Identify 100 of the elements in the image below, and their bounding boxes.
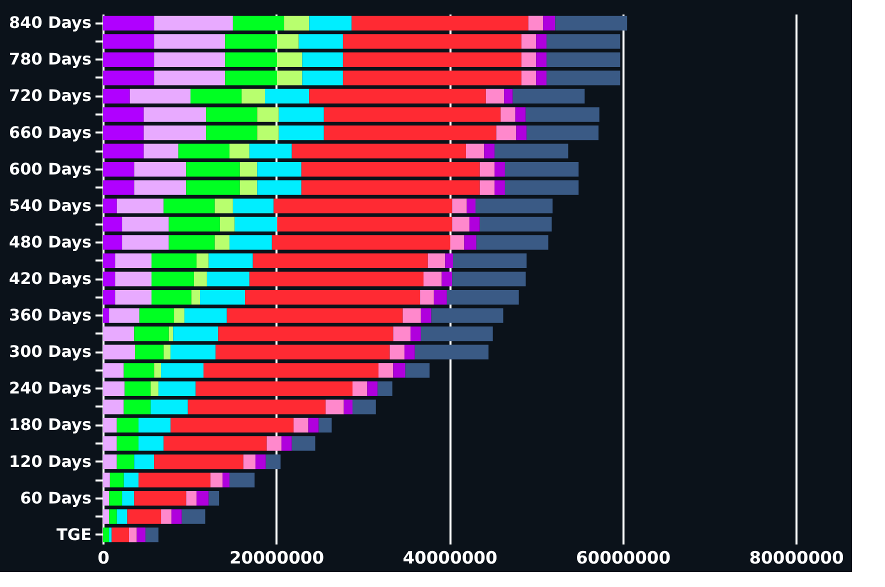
bar	[206, 107, 258, 122]
bar	[103, 272, 116, 286]
bar	[393, 326, 411, 342]
bar	[257, 107, 279, 122]
bar	[226, 308, 403, 323]
bar	[414, 344, 488, 360]
bar	[116, 509, 128, 524]
bar	[420, 308, 432, 323]
bar	[184, 308, 227, 323]
x-tick-label: 60000000	[576, 548, 671, 568]
bar	[152, 290, 192, 305]
bar	[464, 235, 476, 250]
bar	[324, 125, 496, 140]
bar	[161, 363, 204, 378]
bar	[103, 491, 110, 506]
bar	[103, 308, 110, 323]
x-tick-label: 20000000	[229, 548, 324, 568]
bar	[122, 491, 134, 506]
bar	[543, 16, 556, 30]
bar	[277, 216, 452, 232]
bar	[218, 326, 394, 342]
bar	[229, 144, 250, 158]
bar	[546, 52, 620, 67]
bar	[109, 308, 140, 323]
bar	[138, 418, 171, 433]
bar	[512, 88, 585, 104]
bar	[277, 34, 299, 49]
bar	[103, 436, 117, 451]
bar	[134, 180, 186, 195]
bar	[109, 528, 112, 542]
bar	[168, 235, 215, 250]
bar	[245, 290, 420, 305]
bar	[249, 144, 292, 158]
bar	[225, 52, 278, 67]
bar	[124, 363, 154, 378]
bar	[186, 162, 240, 177]
bar	[496, 125, 516, 140]
bar	[404, 344, 415, 360]
bar	[210, 472, 223, 488]
bar	[294, 418, 308, 433]
bar	[214, 198, 233, 214]
bar	[115, 272, 152, 286]
bar	[344, 400, 352, 414]
bar	[352, 16, 528, 30]
bar	[393, 363, 406, 378]
bar	[115, 253, 152, 268]
bar	[536, 52, 547, 67]
bar	[486, 88, 504, 104]
bar	[154, 70, 226, 86]
bar	[170, 344, 216, 360]
y-tick-label: 180 Days	[8, 415, 92, 434]
bar	[277, 52, 302, 67]
bar	[402, 308, 421, 323]
bar	[272, 235, 450, 250]
bar	[134, 454, 154, 470]
bar	[555, 16, 628, 30]
bar	[110, 472, 124, 488]
bar	[103, 198, 117, 214]
bar	[240, 162, 258, 177]
bar	[326, 400, 344, 414]
bar	[150, 381, 158, 396]
x-tick-label: 0	[98, 548, 110, 568]
x-tick-label: 40000000	[402, 548, 498, 568]
y-tick-label: 360 Days	[8, 306, 92, 325]
bar	[292, 436, 316, 451]
bar	[452, 216, 470, 232]
bar	[367, 381, 378, 396]
y-tick-label: 540 Days	[8, 196, 92, 215]
bar	[203, 363, 378, 378]
bar	[242, 88, 265, 104]
bar	[103, 107, 144, 122]
bar	[103, 34, 154, 49]
bar	[255, 454, 266, 470]
bar	[214, 235, 230, 250]
bar	[405, 363, 430, 378]
bar	[284, 16, 310, 30]
y-tick-label: 600 Days	[8, 159, 92, 178]
bar	[521, 52, 536, 67]
bar	[410, 326, 421, 342]
y-tick-label: 120 Days	[8, 452, 92, 471]
bar	[103, 454, 117, 470]
bar	[112, 528, 129, 542]
bar	[302, 70, 343, 86]
bar	[186, 180, 240, 195]
bar	[292, 144, 466, 158]
bar	[124, 472, 139, 488]
bar	[124, 381, 151, 396]
bar	[134, 326, 169, 342]
bar	[264, 88, 310, 104]
bar	[266, 436, 282, 451]
y-tick-label: 720 Days	[8, 86, 92, 106]
bar	[252, 253, 428, 268]
bar	[342, 52, 522, 67]
bar	[281, 436, 292, 451]
bar	[152, 272, 194, 286]
x-tick-label: 80000000	[749, 548, 844, 568]
bar	[190, 88, 242, 104]
bar	[420, 326, 493, 342]
bar	[182, 509, 206, 524]
bar	[220, 216, 235, 232]
